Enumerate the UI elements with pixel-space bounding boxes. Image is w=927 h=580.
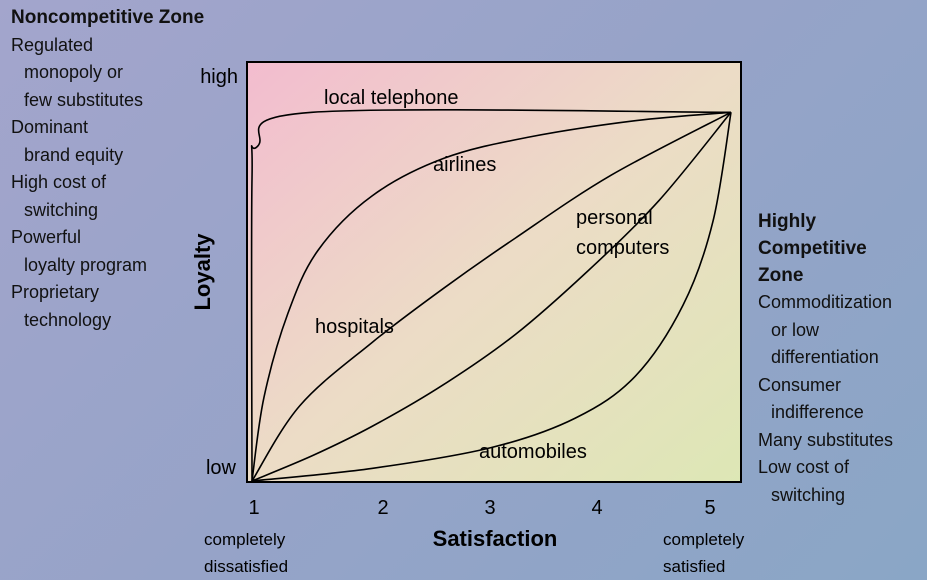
competitive-item-line: indifference [771,402,864,422]
x-note-completely-dissatisfied: completely dissatisfied [204,530,288,576]
series-label-airlines: airlines [433,154,496,176]
curve-local-telephone [250,109,732,482]
x-tick-label: 2 [377,497,388,519]
x-tick-label: 1 [248,497,259,519]
noncompetitive-item-line: switching [24,199,99,220]
y-tick-high: high [200,66,238,88]
noncompetitive-item-line: monopoly or [24,62,124,82]
series-label-local-telephone: local telephone [324,87,459,109]
curve-airlines [251,111,732,482]
competitive-zone-title-line: Highly [758,211,817,232]
x-axis-label: Satisfaction [433,526,558,551]
series-label-automobiles: automobiles [479,441,587,463]
plot-area [246,61,742,483]
y-axis-label: Loyalty [190,233,215,311]
noncompetitive-item-line: Proprietary [11,282,100,302]
noncompetitive-item-line: brand equity [24,144,124,165]
noncompetitive-zone-panel: Noncompetitive Zone Regulated monopoly or… [11,4,204,334]
competitive-zone-title-line: Competitive [758,238,867,259]
curve-hospitals [251,111,732,482]
x-tick-label: 5 [704,497,715,519]
competitive-item-line: Consumer [758,374,842,395]
competitive-item-line: Many substitutes [758,429,894,450]
x-tick-label: 4 [591,497,602,519]
noncompetitive-zone-title: Noncompetitive Zone [11,7,205,28]
x-tick-label: 3 [484,497,495,519]
noncompetitive-item-line: Regulated [11,34,94,55]
noncompetitive-item-line: few substitutes [24,89,144,110]
competitive-item-line: differentiation [771,347,879,367]
noncompetitive-item-line: Powerful [11,227,82,247]
competitive-zone-title-line: Zone [758,265,804,286]
competitive-item-line: or low [771,319,820,340]
x-note-completely-satisfied: completely satisfied [663,530,745,576]
series-label-hospitals: hospitals [315,316,394,338]
y-tick-low: low [206,457,237,479]
competitive-item-line: Commoditization [758,292,893,312]
curve-automobiles [251,112,732,482]
noncompetitive-item-line: Dominant [11,117,89,137]
noncompetitive-item-line: loyalty program [24,254,148,275]
competitive-item-line: Low cost of [758,457,850,477]
competitive-zone-panel: Highly Competitive Zone Commoditization o… [758,208,893,509]
noncompetitive-item-line: High cost of [11,172,107,192]
series-label-personal-computers: personal computers [576,207,669,259]
noncompetitive-item-line: technology [24,309,112,330]
curve-personal-computers [251,111,732,482]
competitive-item-line: switching [771,484,846,505]
